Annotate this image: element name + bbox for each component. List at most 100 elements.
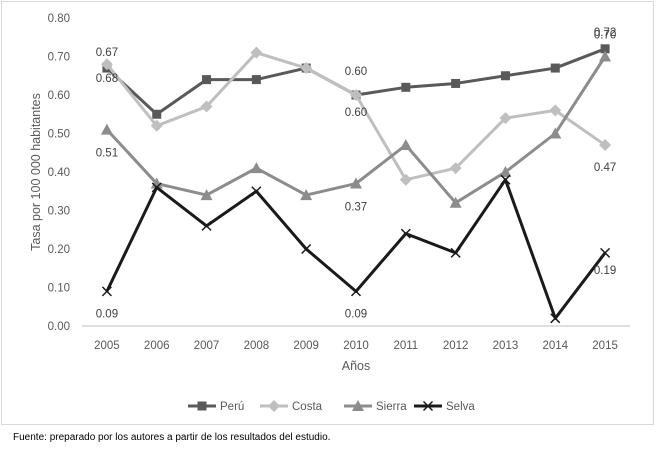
y-tick-label: 0.30 (48, 206, 70, 218)
data-point-sierra (250, 162, 263, 174)
data-point-sierra (449, 196, 462, 208)
data-point-sierra (599, 50, 612, 62)
data-point-sierra (150, 177, 163, 189)
data-point-costa (150, 119, 163, 132)
x-tick-label: 2012 (443, 340, 469, 352)
data-point-per- (251, 75, 261, 85)
data-label: 0.37 (345, 202, 367, 214)
data-point-sierra (200, 189, 213, 201)
data-point-selva (151, 182, 162, 193)
data-point-selva (350, 286, 362, 297)
data-point-per- (550, 63, 560, 73)
x-marker-stroke (151, 182, 162, 193)
data-point-per- (600, 44, 610, 54)
x-tick-label: 2005 (94, 340, 120, 352)
y-tick-label: 0.10 (48, 283, 70, 295)
data-point-selva (600, 247, 611, 258)
x-tick-label: 2011 (393, 340, 418, 352)
data-point-per- (152, 109, 162, 119)
data-label: 0.72 (594, 27, 616, 39)
x-tick-label: 2007 (194, 340, 220, 352)
data-label: 0.60 (345, 66, 367, 78)
legend-swatch-marker (422, 400, 434, 412)
x-marker-stroke (422, 400, 434, 412)
x-tick-label: 2010 (343, 340, 369, 352)
data-label: 0.51 (96, 148, 118, 160)
data-point-costa (599, 139, 612, 152)
data-point-per- (401, 82, 411, 92)
legend-swatch-marker (268, 400, 280, 412)
data-point-sierra (100, 123, 113, 135)
series-sierra (100, 50, 612, 208)
x-tick-label: 2009 (293, 340, 319, 352)
y-tick-label: 0.40 (48, 167, 70, 179)
x-tick-label: 2006 (144, 340, 170, 352)
data-label: 0.09 (96, 308, 118, 320)
legend-swatch-marker (352, 400, 364, 411)
data-point-selva (400, 228, 411, 239)
x-axis-ticks: 2005 2006 2007 2008 2009 2010 2011 2012 2013 2014… (94, 340, 618, 352)
data-label: 0.47 (594, 162, 616, 174)
chart-frame: 0.00 0.10 0.20 0.30 0.40 0.50 0.60 0.70 0.80 200… (1, 1, 654, 425)
x-marker-stroke (550, 313, 561, 324)
y-axis-title: Tasa por 100 000 habitantes (29, 93, 43, 251)
legend-label: Selva (446, 401, 475, 413)
x-tick-label: 2015 (592, 340, 618, 352)
x-tick-label: 2014 (542, 340, 568, 352)
legend-label: Perú (220, 401, 244, 413)
y-axis-ticks: 0.00 0.10 0.20 0.30 0.40 0.50 0.60 0.70 0.80 (48, 13, 70, 333)
data-point-selva (550, 313, 561, 324)
x-marker-stroke (251, 186, 262, 197)
data-label: 0.70 (594, 30, 616, 42)
data-point-selva (251, 186, 262, 197)
data-point-selva (450, 247, 461, 258)
legend: Perú Costa Sierra Selva (188, 400, 475, 413)
data-point-selva (101, 286, 112, 297)
x-tick-label: 2013 (493, 340, 519, 352)
legend-item-selva: Selva (414, 400, 475, 413)
x-marker-stroke (450, 247, 461, 258)
data-point-sierra (300, 189, 313, 201)
line-chart: 0.00 0.10 0.20 0.30 0.40 0.50 0.60 0.70 0.80 200… (29, 13, 630, 413)
x-marker-stroke (600, 247, 611, 258)
data-point-costa (250, 46, 263, 59)
legend-swatch-marker (197, 401, 207, 411)
data-point-sierra (499, 166, 512, 177)
source-note: Fuente: preparado por los autores a part… (13, 432, 331, 443)
legend-item-per-: Perú (188, 401, 244, 413)
x-marker-stroke (400, 228, 411, 239)
data-label: 0.09 (345, 308, 367, 320)
data-point-selva (201, 220, 212, 231)
series-selva (101, 174, 611, 324)
data-label: 0.60 (345, 107, 367, 119)
legend-label: Sierra (376, 401, 407, 413)
x-marker-stroke (101, 286, 112, 297)
y-tick-label: 0.60 (48, 90, 70, 102)
data-point-sierra (399, 139, 412, 151)
y-tick-label: 0.50 (48, 129, 70, 141)
data-point-per- (451, 78, 461, 88)
x-marker-stroke (201, 220, 212, 231)
data-point-costa (549, 104, 562, 117)
data-label: 0.19 (594, 265, 616, 277)
y-tick-label: 0.70 (48, 52, 70, 64)
data-point-sierra (549, 127, 562, 139)
y-tick-label: 0.80 (48, 13, 70, 25)
x-tick-label: 2008 (244, 340, 270, 352)
data-label: 0.68 (96, 73, 118, 85)
legend-item-costa: Costa (260, 400, 323, 413)
x-marker-stroke (350, 286, 362, 297)
data-point-costa (449, 162, 462, 175)
data-point-costa (200, 100, 213, 113)
y-tick-label: 0.00 (48, 321, 70, 333)
data-point-selva (500, 174, 511, 185)
series-layer (100, 44, 612, 324)
series-line-selva (105, 178, 607, 320)
data-point-costa (499, 112, 512, 125)
y-tick-label: 0.20 (48, 244, 70, 256)
series-costa (100, 46, 612, 186)
series-line-per- (105, 47, 606, 116)
data-point-per- (500, 71, 510, 81)
x-marker-stroke (301, 243, 312, 255)
data-labels: 0.67 0.68 0.51 0.09 0.60 0.60 0.37 0.09 0.720.70… (96, 27, 617, 321)
